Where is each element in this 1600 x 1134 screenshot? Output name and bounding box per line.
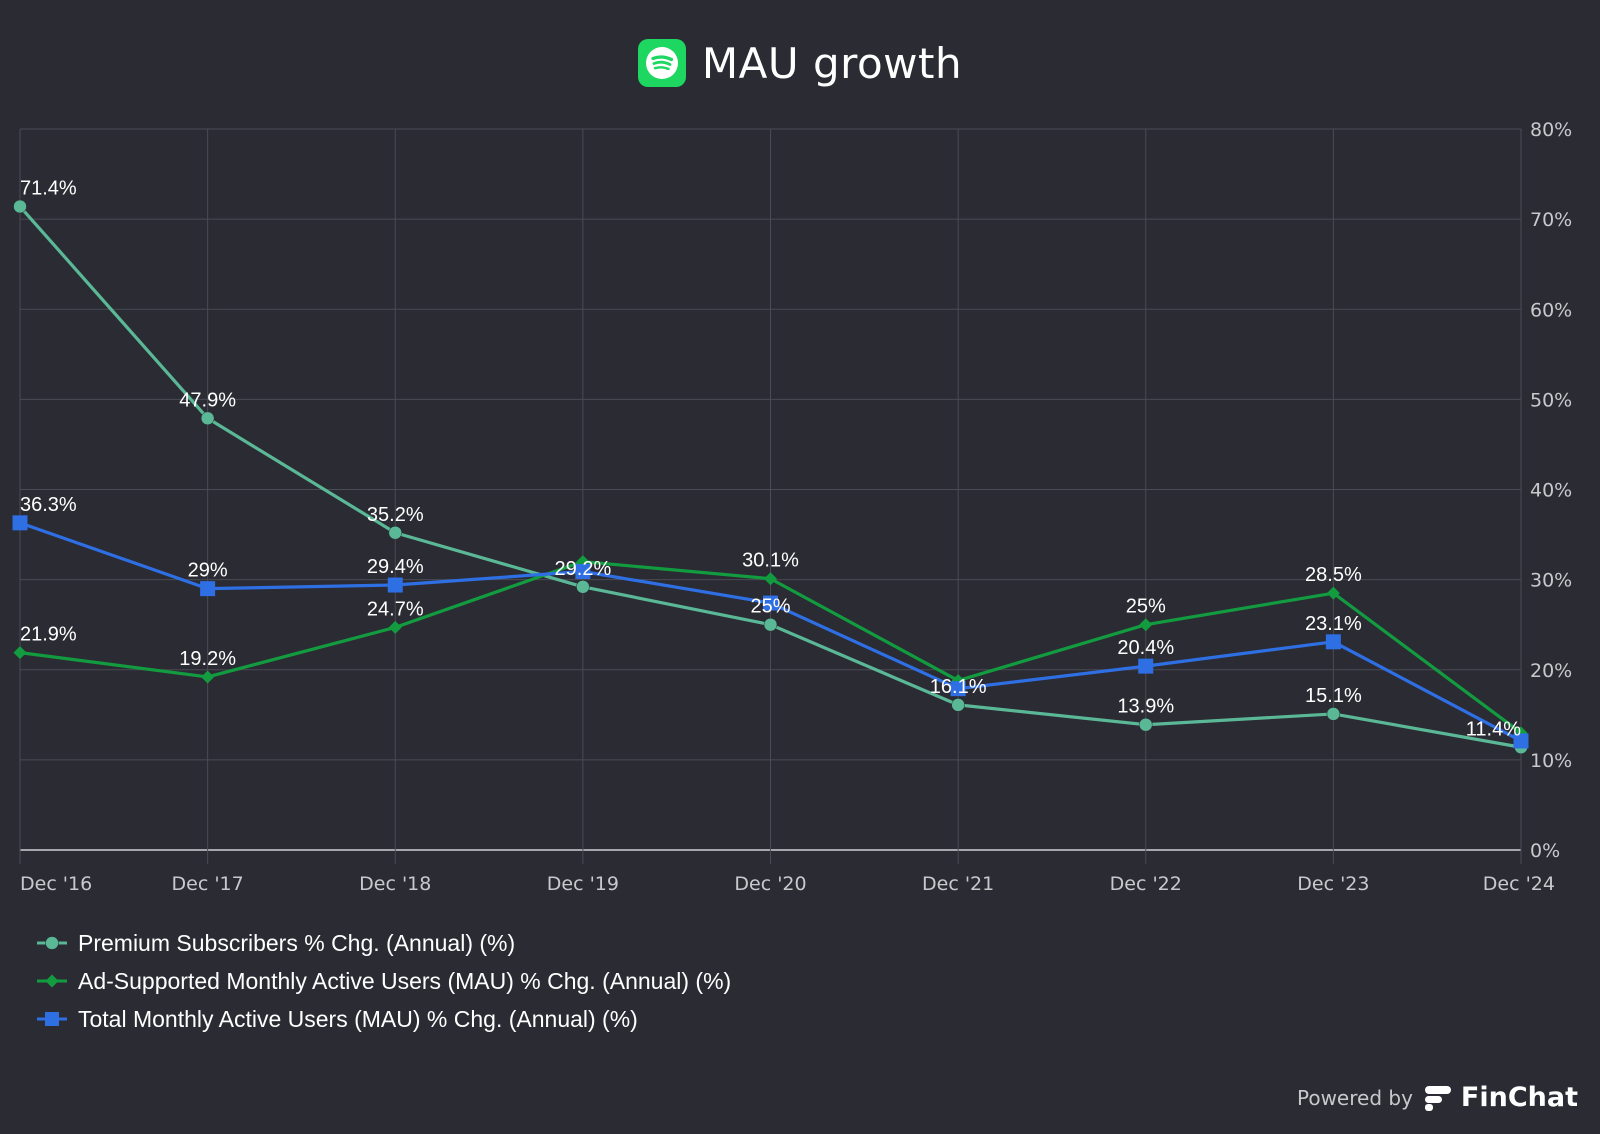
y-tick-label: 10% [1530, 750, 1572, 772]
finchat-name: FinChat [1460, 1082, 1578, 1113]
y-tick-label: 30% [1530, 570, 1572, 592]
chart-legend: Premium Subscribers % Chg. (Annual) (%) A… [36, 930, 731, 1032]
data-label: 16.1% [930, 676, 987, 698]
data-label: 15.1% [1305, 685, 1362, 707]
data-point [763, 617, 778, 632]
data-label: 71.4% [20, 178, 77, 200]
y-tick-label: 50% [1530, 389, 1572, 411]
data-point [200, 581, 216, 597]
legend-symbol [37, 1012, 67, 1026]
data-label: 29.4% [367, 556, 424, 578]
series-3 [12, 515, 1529, 749]
x-tick-label: Dec '24 [1483, 873, 1555, 895]
data-label: 28.5% [1305, 564, 1362, 586]
data-point [388, 620, 402, 634]
legend-item[interactable]: Total Monthly Active Users (MAU) % Chg. … [36, 1006, 731, 1032]
data-point [13, 199, 27, 214]
data-label: 29% [188, 560, 228, 582]
chart-title: MAU growth [701, 38, 963, 88]
legend-symbol [37, 974, 67, 988]
data-label: 11.4% [1466, 718, 1521, 740]
finchat-brand[interactable]: FinChat [1423, 1082, 1578, 1113]
data-label: 21.9% [20, 624, 77, 646]
data-label: 13.9% [1117, 696, 1174, 718]
data-point [12, 515, 28, 531]
data-point [763, 595, 778, 611]
legend-item[interactable]: Premium Subscribers % Chg. (Annual) (%) [36, 930, 731, 956]
data-label: 24.7% [367, 598, 424, 620]
data-label: 35.2% [367, 504, 424, 526]
grid [19, 128, 1522, 864]
data-point [576, 580, 590, 594]
data-point [387, 577, 403, 593]
y-tick-label: 20% [1530, 660, 1572, 682]
data-label: 36.3% [20, 494, 77, 516]
data-point [1325, 634, 1341, 650]
data-point [950, 681, 966, 697]
data-label: 29.2% [555, 558, 612, 580]
chart-header: MAU growth [0, 30, 1600, 96]
powered-by-text: Powered by [1296, 1085, 1413, 1110]
x-tick-label: Dec '18 [359, 873, 431, 895]
legend-label: Total Monthly Active Users (MAU) % Chg. … [78, 1005, 638, 1032]
data-point [951, 698, 965, 712]
data-point [764, 572, 777, 586]
data-label: 30.1% [742, 550, 799, 572]
finchat-logo-icon [1424, 1085, 1451, 1111]
legend-item[interactable]: Ad-Supported Monthly Active Users (MAU) … [36, 968, 731, 994]
data-point [1139, 717, 1153, 732]
series-2 [13, 555, 1528, 740]
data-point [388, 526, 402, 540]
x-tick-label: Dec '20 [734, 873, 806, 895]
data-point [13, 646, 27, 660]
data-point [201, 670, 215, 684]
legend-label: Premium Subscribers % Chg. (Annual) (%) [78, 929, 516, 956]
x-tick-label: Dec '19 [547, 873, 619, 895]
data-point [1326, 707, 1341, 721]
data-label: 20.4% [1117, 637, 1174, 659]
data-point [200, 411, 215, 426]
data-point [1513, 733, 1529, 749]
x-tick-label: Dec '16 [20, 873, 92, 895]
legend-marker [45, 974, 59, 988]
data-point [575, 564, 591, 580]
y-tick-label: 40% [1530, 480, 1572, 502]
data-label: 25% [1126, 596, 1166, 618]
data-label: 25% [750, 596, 790, 618]
legend-label: Ad-Supported Monthly Active Users (MAU) … [78, 967, 732, 994]
spotify-logo-icon [637, 39, 686, 87]
powered-by-footer: Powered by FinChat [1297, 1082, 1578, 1113]
x-tick-label: Dec '22 [1110, 873, 1182, 895]
data-label: 47.9% [179, 389, 236, 411]
data-point [1326, 586, 1340, 600]
y-tick-label: 60% [1530, 299, 1572, 321]
y-tick-label: 70% [1530, 209, 1572, 231]
legend-marker [45, 1012, 59, 1026]
y-tick-label: 0% [1530, 840, 1560, 862]
data-label: 19.2% [179, 648, 236, 670]
data-label: 23.1% [1305, 613, 1362, 635]
x-tick-label: Dec '21 [922, 873, 994, 895]
data-point [1139, 618, 1153, 632]
data-point [1138, 658, 1154, 674]
x-tick-label: Dec '17 [172, 873, 244, 895]
legend-marker [45, 936, 59, 950]
y-tick-label: 80% [1530, 119, 1572, 141]
x-tick-label: Dec '23 [1297, 873, 1369, 895]
legend-symbol [37, 936, 67, 950]
